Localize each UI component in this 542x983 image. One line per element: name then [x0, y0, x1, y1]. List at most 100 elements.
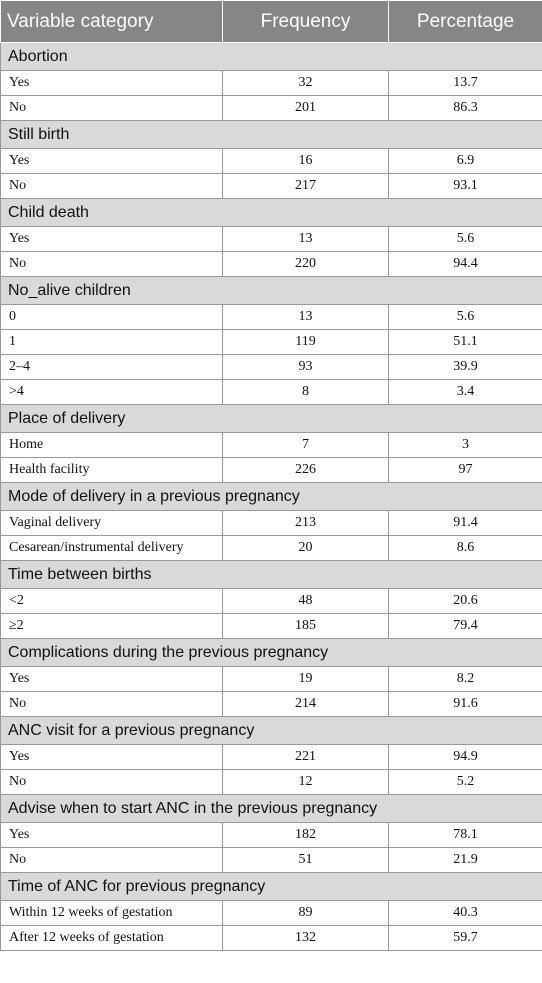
frequency-cell: 213 — [222, 510, 389, 536]
row-label: >4 — [0, 379, 223, 405]
percentage-cell: 13.7 — [388, 70, 542, 96]
table-row: >4 8 3.4 — [0, 379, 542, 405]
table-row: Yes 13 5.6 — [0, 226, 542, 252]
percentage-cell: 59.7 — [388, 925, 542, 951]
row-label: Home — [0, 432, 223, 458]
section-title: Time of ANC for previous pregnancy — [0, 872, 542, 901]
percentage-cell: 3.4 — [388, 379, 542, 405]
section-title: ANC visit for a previous pregnancy — [0, 716, 542, 745]
frequency-cell: 217 — [222, 173, 389, 199]
frequency-cell: 220 — [222, 251, 389, 277]
table-row: Yes 19 8.2 — [0, 666, 542, 692]
frequency-cell: 20 — [222, 535, 389, 561]
row-label: No — [0, 251, 223, 277]
section-row: Time between births — [0, 560, 542, 589]
section-title: Advise when to start ANC in the previous… — [0, 794, 542, 823]
percentage-cell: 5.6 — [388, 226, 542, 252]
row-label: 0 — [0, 304, 223, 330]
header-variable-category: Variable category — [0, 0, 223, 43]
row-label: No — [0, 173, 223, 199]
row-label: Vaginal delivery — [0, 510, 223, 536]
table-row: <2 48 20.6 — [0, 588, 542, 614]
row-label: Yes — [0, 666, 223, 692]
frequency-cell: 226 — [222, 457, 389, 483]
frequency-cell: 51 — [222, 847, 389, 873]
header-percentage: Percentage — [388, 0, 542, 43]
section-row: Place of delivery — [0, 404, 542, 433]
percentage-cell: 91.4 — [388, 510, 542, 536]
section-row: Child death — [0, 198, 542, 227]
frequency-cell: 16 — [222, 148, 389, 174]
section-row: Time of ANC for previous pregnancy — [0, 872, 542, 901]
section-title: Still birth — [0, 120, 542, 149]
table-row: No 220 94.4 — [0, 251, 542, 277]
percentage-cell: 3 — [388, 432, 542, 458]
table-row: After 12 weeks of gestation 132 59.7 — [0, 925, 542, 951]
percentage-cell: 20.6 — [388, 588, 542, 614]
frequency-cell: 32 — [222, 70, 389, 96]
header-row: Variable category Frequency Percentage — [0, 0, 542, 43]
percentage-cell: 21.9 — [388, 847, 542, 873]
percentage-cell: 8.2 — [388, 666, 542, 692]
section-title: Mode of delivery in a previous pregnancy — [0, 482, 542, 511]
row-label: Yes — [0, 70, 223, 96]
section-title: Time between births — [0, 560, 542, 589]
percentage-cell: 40.3 — [388, 900, 542, 926]
table-row: 2–4 93 39.9 — [0, 354, 542, 380]
row-label: After 12 weeks of gestation — [0, 925, 223, 951]
percentage-cell: 93.1 — [388, 173, 542, 199]
table-row: 1 119 51.1 — [0, 329, 542, 355]
row-label: Yes — [0, 822, 223, 848]
frequency-cell: 13 — [222, 226, 389, 252]
table-row: Yes 16 6.9 — [0, 148, 542, 174]
table-row: Cesarean/instrumental delivery 20 8.6 — [0, 535, 542, 561]
table-row: Within 12 weeks of gestation 89 40.3 — [0, 900, 542, 926]
frequency-cell: 7 — [222, 432, 389, 458]
row-label: No — [0, 95, 223, 121]
obstetric-history-table: Variable category Frequency Percentage A… — [0, 0, 542, 951]
table-row: ≥2 185 79.4 — [0, 613, 542, 639]
section-title: Child death — [0, 198, 542, 227]
section-title: Place of delivery — [0, 404, 542, 433]
row-label: 2–4 — [0, 354, 223, 380]
row-label: No — [0, 769, 223, 795]
frequency-cell: 214 — [222, 691, 389, 717]
section-row: No_alive children — [0, 276, 542, 305]
row-label: Within 12 weeks of gestation — [0, 900, 223, 926]
table-row: No 51 21.9 — [0, 847, 542, 873]
frequency-cell: 19 — [222, 666, 389, 692]
percentage-cell: 94.4 — [388, 251, 542, 277]
percentage-cell: 86.3 — [388, 95, 542, 121]
table-header: Variable category Frequency Percentage — [0, 0, 542, 43]
table-row: Health facility 226 97 — [0, 457, 542, 483]
table-row: Yes 32 13.7 — [0, 70, 542, 96]
frequency-cell: 89 — [222, 900, 389, 926]
table-row: No 217 93.1 — [0, 173, 542, 199]
percentage-cell: 51.1 — [388, 329, 542, 355]
percentage-cell: 97 — [388, 457, 542, 483]
frequency-cell: 12 — [222, 769, 389, 795]
section-title: Abortion — [0, 42, 542, 71]
percentage-cell: 39.9 — [388, 354, 542, 380]
frequency-cell: 119 — [222, 329, 389, 355]
percentage-cell: 5.6 — [388, 304, 542, 330]
frequency-cell: 185 — [222, 613, 389, 639]
percentage-cell: 79.4 — [388, 613, 542, 639]
frequency-cell: 221 — [222, 744, 389, 770]
section-row: Still birth — [0, 120, 542, 149]
table-row: Yes 182 78.1 — [0, 822, 542, 848]
row-label: 1 — [0, 329, 223, 355]
table-row: Yes 221 94.9 — [0, 744, 542, 770]
frequency-cell: 8 — [222, 379, 389, 405]
section-title: Complications during the previous pregna… — [0, 638, 542, 667]
frequency-cell: 48 — [222, 588, 389, 614]
percentage-cell: 78.1 — [388, 822, 542, 848]
percentage-cell: 5.2 — [388, 769, 542, 795]
frequency-cell: 13 — [222, 304, 389, 330]
section-row: ANC visit for a previous pregnancy — [0, 716, 542, 745]
frequency-cell: 182 — [222, 822, 389, 848]
row-label: ≥2 — [0, 613, 223, 639]
section-row: Advise when to start ANC in the previous… — [0, 794, 542, 823]
row-label: Yes — [0, 148, 223, 174]
frequency-cell: 201 — [222, 95, 389, 121]
